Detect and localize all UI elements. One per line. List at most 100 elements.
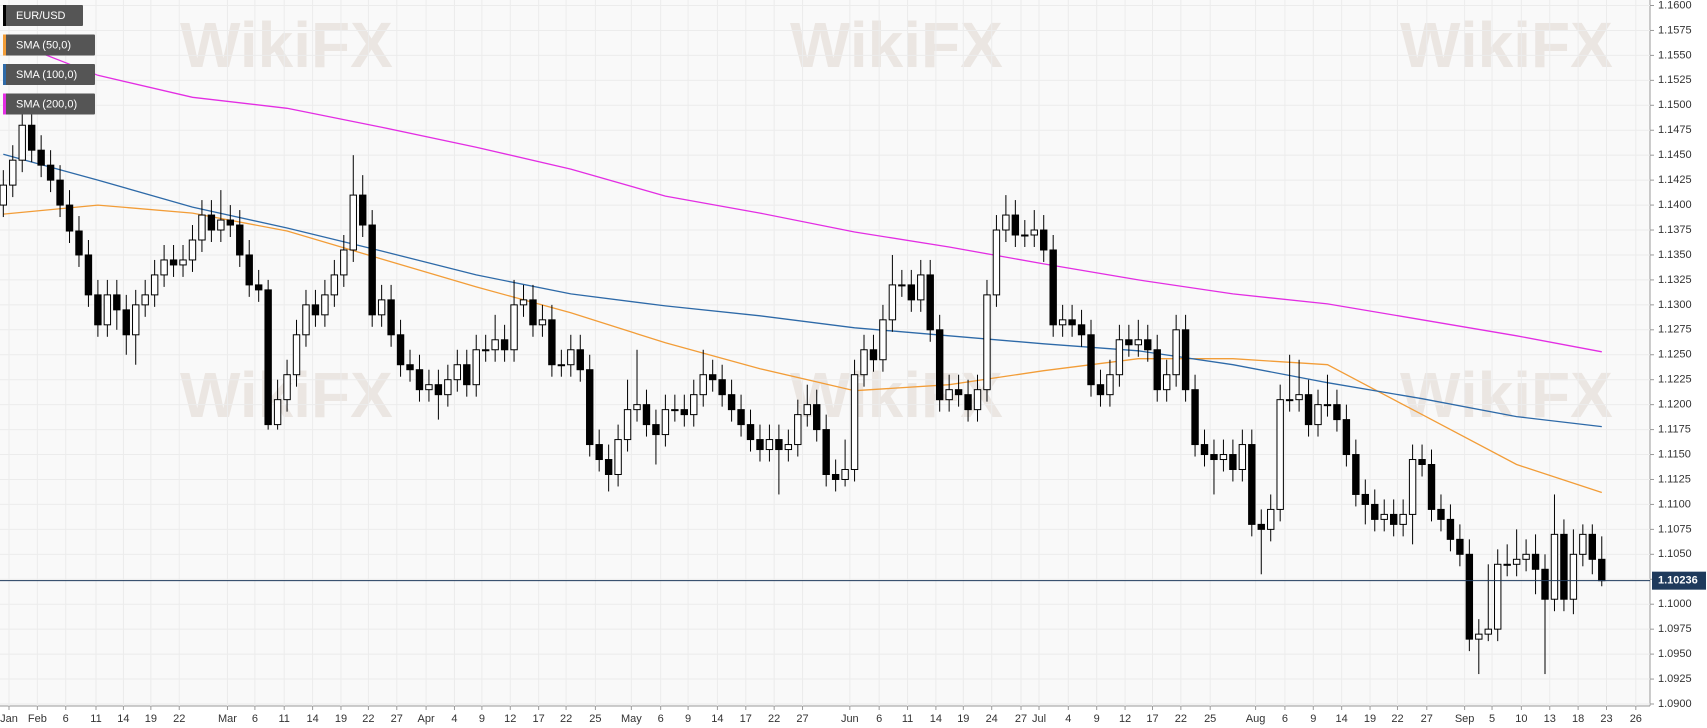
candle-body [1191,389,1199,446]
candle-body [803,404,811,416]
candle-body [1569,553,1578,600]
x-tick-label: 19 [1364,713,1376,725]
y-tick-label: 1.1375 [1658,224,1692,236]
candle-body [1418,459,1426,466]
candle-body [434,384,443,396]
x-tick-label: 25 [1204,713,1216,725]
candle-body [1219,454,1228,461]
candle-body [1484,628,1492,635]
x-tick-label: 22 [1391,713,1403,725]
candle-body [633,404,641,411]
candle-body [973,389,982,411]
y-tick-label: 1.1450 [1658,149,1692,161]
candle-body [917,274,925,301]
x-tick-label: Jul [1032,713,1046,725]
y-tick-label: 1.1475 [1658,124,1692,136]
candle-body [75,230,83,256]
candle-body [898,284,906,287]
candle-body [1446,518,1455,540]
candle-body [188,239,197,261]
candle-body [1579,533,1587,555]
legend: EUR/USD SMA (50,0) SMA (100,0) SMA (200,0) [3,5,95,115]
legend-swatch [3,93,6,115]
last-price-box [1652,571,1706,590]
legend-box [3,93,95,115]
y-tick-label: 1.1000 [1658,598,1692,610]
candle-body [1181,329,1190,391]
x-tick-label: 13 [1544,713,1556,725]
candle-body [1049,249,1057,326]
candle-body [1238,444,1247,471]
candle-body [1295,394,1303,401]
candle-body [1550,533,1559,600]
candle-body [1361,493,1370,505]
candle-body [935,329,944,401]
candle-body [1153,349,1161,391]
candle-body [132,304,140,336]
candle-body [321,294,329,316]
candle-body [1399,513,1407,525]
x-tick-label: 17 [533,713,545,725]
candle-body [548,319,556,366]
candle-body [595,444,603,461]
candle-body [340,249,348,276]
marks [0,37,1650,675]
sma-line [3,153,1602,428]
candle-body [1352,454,1360,495]
candle-body [415,369,424,391]
legend-box [3,64,95,85]
candle-body [481,349,490,352]
candle-body [56,179,64,206]
candle-body [1522,553,1530,560]
candle-body [1531,553,1540,570]
candle-body [775,439,783,451]
candle-body [368,224,376,316]
candle-body [245,254,253,286]
candle-body [0,184,8,206]
candle-body [1030,229,1038,236]
candle-body [850,374,859,471]
x-tick-label: 12 [504,713,516,725]
candle-body [160,259,168,276]
candle-body [103,294,112,326]
x-tick-label: 9 [479,713,485,725]
candle-body [150,274,159,296]
candle-body [1125,339,1133,346]
x-tick-label: 6 [252,713,258,725]
x-tick-label: 19 [957,713,969,725]
candle-body [642,404,651,426]
y-tick-label: 1.1100 [1658,498,1691,510]
candle-body [1267,508,1275,530]
candle-body [699,374,707,396]
candle-body [765,439,774,451]
candle-body [813,404,821,431]
candle-body [387,299,395,336]
candle-body [529,299,537,326]
x-tick-label: 27 [796,713,808,725]
candle-body [1144,339,1152,351]
x-tick-label: 22 [768,713,780,725]
candle-body [860,349,868,376]
candle-body [330,274,339,296]
candle-body [1588,533,1597,560]
candle-body [1162,374,1171,391]
y-tick-label: 1.1150 [1658,448,1691,460]
candle-body [491,339,499,351]
candle-body [1200,444,1209,456]
y-tick-label: 1.1500 [1658,99,1692,111]
candle-body [831,473,840,480]
candle-body [1058,319,1067,326]
plot-background [0,0,1650,706]
candle-body [708,374,717,381]
candle-body [302,304,310,336]
legend-label: SMA (50,0) [16,39,71,51]
x-tick-label: 19 [335,713,347,725]
x-tick-label: 27 [1015,713,1027,725]
candle-body [1503,563,1511,566]
candle-body [567,349,575,366]
y-tick-label: 1.1250 [1658,349,1692,361]
x-tick-label: 25 [589,713,601,725]
candle-body [359,194,367,226]
candle-body [94,294,102,326]
y-tick-label: 1.0925 [1658,673,1692,685]
